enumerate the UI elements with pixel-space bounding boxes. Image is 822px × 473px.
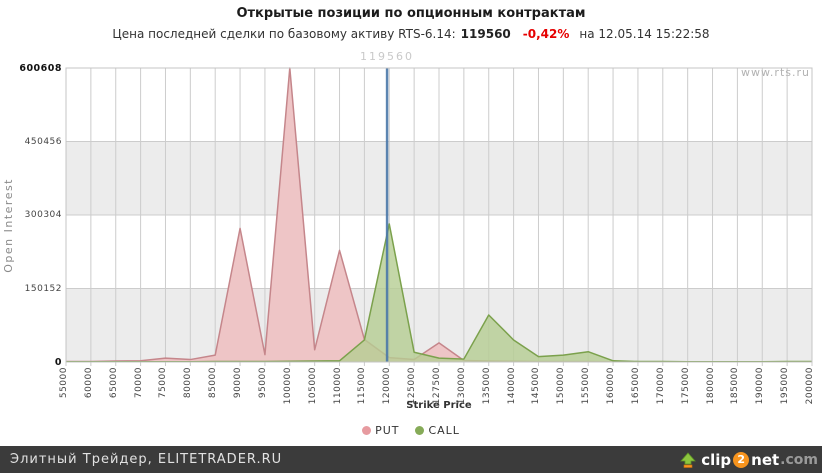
y-axis-title: Open Interest — [2, 178, 15, 273]
legend-item-call: CALL — [415, 424, 459, 437]
chart-legend: PUT CALL — [0, 424, 822, 437]
logo-two-badge: 2 — [733, 451, 750, 468]
logo-com-text: .com — [780, 451, 818, 468]
y-tick-label: 600608 — [19, 63, 62, 74]
y-tick-label: 150152 — [24, 283, 62, 294]
x-axis-title: Strike Price — [406, 400, 472, 411]
y-tick-label: 0 — [54, 357, 62, 368]
chart-plot-area — [65, 67, 813, 366]
x-tick-label: 85000 — [208, 367, 219, 399]
footer-bar: Элитный Трейдер, ELITETRADER.RU clip 2 n… — [0, 446, 822, 473]
y-tick-label: 300304 — [24, 210, 62, 220]
site-label: Элитный Трейдер, ELITETRADER.RU — [10, 452, 283, 467]
x-tick-label: 55000 — [59, 367, 69, 399]
logo-net-text: net — [751, 450, 780, 469]
y-tick-label: 450456 — [24, 136, 62, 147]
x-tick-label: 80000 — [183, 367, 194, 399]
subtitle: Цена последней сделки по базовому активу… — [0, 27, 822, 41]
x-tick-label: 70000 — [133, 367, 144, 399]
subtitle-prefix: Цена последней сделки по базовому активу… — [112, 27, 456, 41]
x-tick-label: 75000 — [158, 367, 169, 399]
call-legend-label: CALL — [428, 424, 460, 437]
x-tick-label: 60000 — [83, 367, 94, 399]
change-percent: -0,42% — [522, 27, 570, 41]
rts-watermark: www.rts.ru — [740, 66, 810, 79]
x-tick-label: 95000 — [257, 367, 268, 399]
call-legend-dot-icon — [415, 426, 425, 435]
last-price-value: 119560 — [460, 27, 511, 41]
subtitle-datetime: на 12.05.14 15:22:58 — [579, 27, 710, 41]
logo-clip-text: clip — [701, 450, 732, 469]
put-legend-label: PUT — [375, 424, 400, 437]
put-legend-dot-icon — [362, 426, 372, 435]
clip2net-logo: clip 2 net .com — [680, 451, 818, 469]
x-tick-label: 90000 — [233, 367, 244, 399]
price-line-label: 119560 — [360, 50, 414, 63]
upload-arrow-icon — [680, 451, 697, 468]
legend-item-put: PUT — [362, 424, 399, 437]
page-title: Открытые позиции по опционным контрактам — [236, 6, 586, 21]
x-tick-label: 65000 — [108, 367, 119, 399]
